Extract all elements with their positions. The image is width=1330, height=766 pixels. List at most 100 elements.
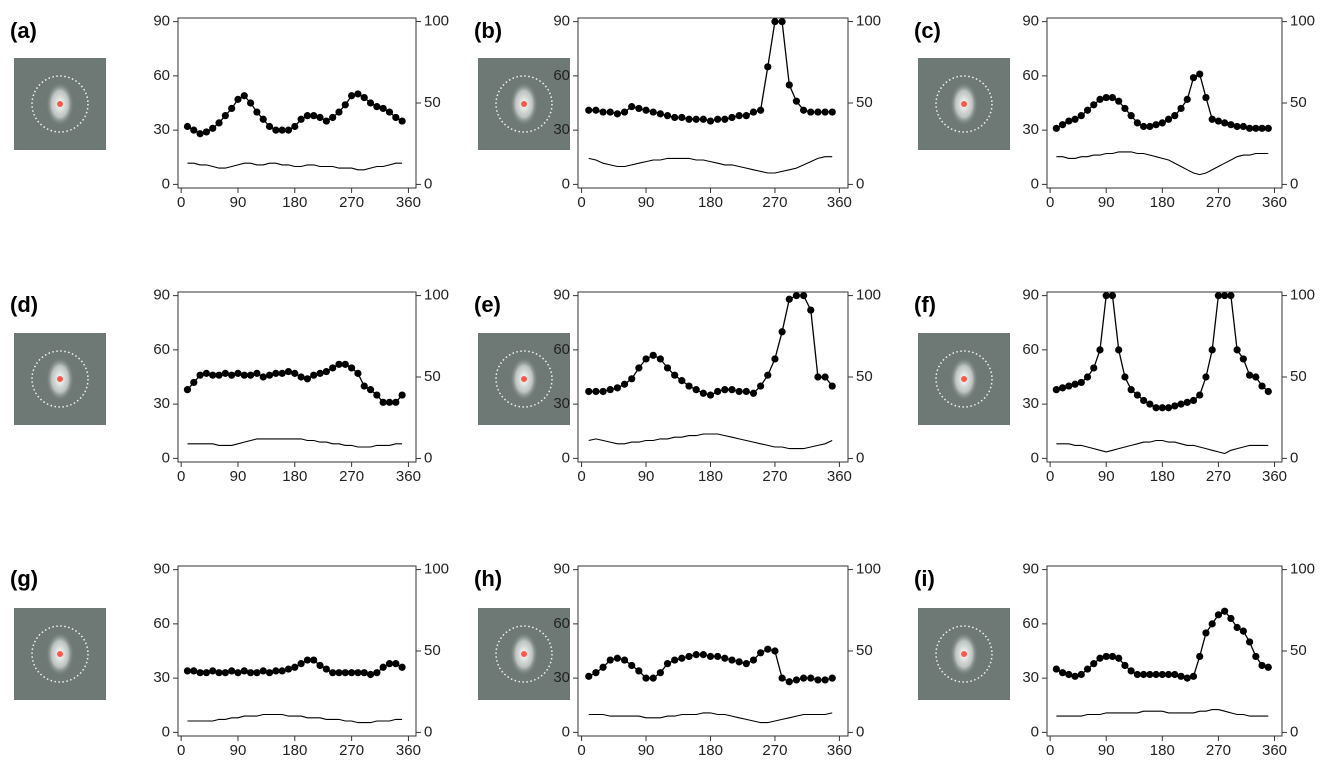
data-point bbox=[215, 669, 223, 677]
data-point bbox=[785, 81, 793, 89]
y2-tick-label: 0 bbox=[424, 723, 432, 740]
thumbnail-center bbox=[961, 651, 967, 657]
data-point bbox=[1152, 404, 1160, 412]
data-point bbox=[366, 670, 375, 679]
data-point bbox=[1052, 665, 1060, 673]
thumbnail-center bbox=[521, 376, 527, 382]
thumbnail bbox=[478, 333, 570, 425]
thumbnail-center bbox=[961, 376, 967, 382]
data-point bbox=[209, 371, 217, 379]
data-point bbox=[1233, 623, 1241, 632]
data-point bbox=[209, 124, 217, 132]
data-point bbox=[335, 669, 343, 677]
data-point bbox=[228, 104, 236, 113]
y-tick-label: 0 bbox=[562, 449, 570, 466]
y-tick-label: 30 bbox=[1022, 669, 1039, 686]
thumbnail bbox=[14, 608, 106, 700]
x-tick-label: 180 bbox=[698, 742, 723, 759]
data-point bbox=[253, 669, 261, 677]
x-tick-label: 270 bbox=[339, 742, 364, 759]
data-point bbox=[613, 654, 621, 662]
data-point bbox=[1121, 661, 1129, 670]
data-point bbox=[735, 658, 743, 666]
data-point bbox=[1077, 112, 1085, 120]
data-point bbox=[1177, 400, 1185, 408]
x-tick-label: 360 bbox=[827, 468, 852, 485]
data-point bbox=[202, 128, 211, 136]
data-point bbox=[392, 398, 400, 406]
thumbnail-center bbox=[57, 651, 63, 657]
data-point bbox=[1208, 620, 1216, 628]
data-point bbox=[799, 292, 808, 300]
thumbnail bbox=[478, 58, 570, 150]
x-tick-label: 270 bbox=[339, 468, 364, 485]
data-point bbox=[807, 108, 815, 116]
data-point bbox=[1158, 404, 1166, 412]
y2-tick-label: 100 bbox=[856, 13, 881, 30]
data-point bbox=[628, 103, 636, 111]
thumbnail-center bbox=[57, 376, 63, 382]
y-tick-label: 60 bbox=[153, 615, 170, 632]
panel: (d) 0 30 60 90 0 50 100 0 90 180 270 360 bbox=[10, 287, 449, 485]
data-point bbox=[728, 386, 736, 394]
data-point bbox=[592, 387, 600, 396]
panel: (f) 0 30 60 90 0 50 100 0 90 180 270 360 bbox=[914, 287, 1315, 485]
data-point bbox=[329, 364, 337, 372]
data-point bbox=[360, 669, 368, 677]
data-point bbox=[183, 667, 192, 675]
data-point bbox=[1189, 396, 1198, 405]
data-point bbox=[1245, 124, 1254, 132]
thumbnail-ring bbox=[935, 625, 993, 683]
data-point bbox=[1196, 70, 1204, 78]
x-tick-label: 90 bbox=[638, 468, 655, 485]
data-point bbox=[278, 369, 286, 377]
data-point bbox=[1214, 117, 1223, 125]
data-point bbox=[190, 667, 198, 675]
y2-tick-label: 50 bbox=[1290, 368, 1307, 385]
data-point bbox=[354, 90, 362, 98]
data-point bbox=[1221, 292, 1229, 300]
data-point bbox=[291, 369, 299, 377]
data-line bbox=[588, 712, 833, 724]
data-point bbox=[228, 371, 236, 379]
y-tick-label: 90 bbox=[153, 287, 170, 304]
y2-tick-label: 50 bbox=[1290, 94, 1307, 111]
data-point bbox=[592, 106, 600, 114]
x-tick-label: 0 bbox=[177, 194, 185, 211]
data-point bbox=[348, 669, 356, 677]
data-point bbox=[771, 18, 779, 26]
thumbnail-ring bbox=[495, 350, 553, 408]
thumbnail-ring bbox=[495, 75, 553, 133]
data-point bbox=[385, 398, 394, 406]
panel-label: (h) bbox=[474, 566, 502, 591]
y-tick-label: 60 bbox=[553, 67, 570, 84]
data-point bbox=[821, 108, 829, 116]
data-point bbox=[706, 117, 715, 125]
data-point bbox=[1090, 660, 1098, 668]
data-point bbox=[196, 371, 204, 379]
y2-tick-label: 100 bbox=[1290, 561, 1315, 578]
data-point bbox=[1127, 386, 1135, 394]
thumbnail bbox=[918, 58, 1010, 150]
plot-frame bbox=[177, 17, 417, 189]
x-tick-label: 180 bbox=[1150, 468, 1175, 485]
data-point bbox=[316, 369, 324, 377]
y-tick-label: 90 bbox=[1022, 13, 1039, 30]
data-point bbox=[1239, 122, 1247, 131]
data-point bbox=[592, 669, 600, 677]
y-tick-label: 0 bbox=[1031, 175, 1039, 192]
data-point bbox=[310, 656, 318, 664]
data-point bbox=[379, 104, 387, 113]
data-point bbox=[1171, 670, 1179, 679]
y-tick-label: 60 bbox=[553, 341, 570, 358]
data-point bbox=[749, 656, 758, 664]
data-point bbox=[291, 663, 299, 671]
data-point bbox=[1214, 611, 1223, 619]
data-point bbox=[671, 113, 679, 122]
plot-frame bbox=[1046, 17, 1283, 189]
data-point bbox=[284, 665, 293, 673]
data-point bbox=[656, 355, 664, 363]
data-point bbox=[190, 378, 198, 387]
data-point bbox=[821, 676, 829, 684]
data-line bbox=[187, 162, 403, 171]
